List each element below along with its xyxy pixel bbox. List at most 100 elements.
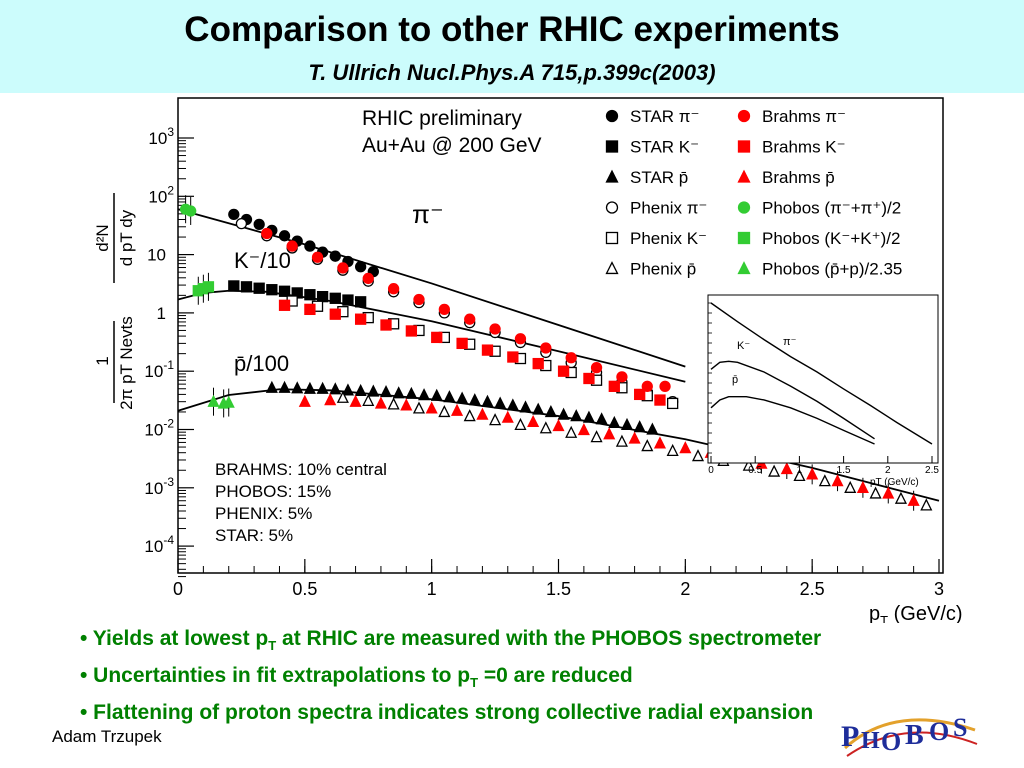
data-point — [507, 351, 519, 363]
data-point — [316, 290, 329, 303]
svg-text:S: S — [953, 713, 967, 742]
plot-annotation: Au+Au @ 200 GeV — [362, 134, 542, 157]
data-point — [412, 401, 426, 414]
data-point — [336, 390, 349, 403]
data-point — [235, 217, 248, 230]
data-point — [831, 474, 844, 487]
legend-label: STAR π⁻ — [630, 107, 700, 126]
x-axis-label: pT (GeV/c) — [869, 603, 963, 623]
data-point — [489, 323, 501, 335]
data-point — [456, 337, 468, 350]
inset-x-tick-label: 0 — [708, 465, 714, 476]
data-point — [666, 443, 679, 457]
data-point — [793, 468, 806, 482]
legend-label: Phobos (K⁻+K⁺)/2 — [762, 229, 900, 248]
legend-label: Phenix π⁻ — [630, 199, 707, 218]
data-point — [552, 419, 565, 432]
data-point — [329, 308, 341, 320]
data-point — [438, 303, 451, 316]
inset-label-pi: π⁻ — [783, 336, 797, 348]
data-point — [278, 230, 291, 242]
data-point — [278, 285, 291, 297]
data-point — [646, 422, 659, 435]
legend-marker — [605, 201, 619, 214]
data-point — [291, 381, 304, 394]
data-point — [527, 414, 540, 428]
data-point — [464, 313, 476, 325]
data-point — [608, 415, 621, 429]
inset-frame — [707, 294, 939, 464]
author-name: Adam Trzupek — [52, 727, 162, 746]
data-point — [667, 397, 679, 410]
data-point — [557, 365, 570, 377]
data-point — [653, 436, 667, 449]
inset-label-k: K⁻ — [737, 340, 750, 352]
data-point — [501, 410, 514, 423]
data-point — [514, 417, 527, 431]
curve-label-k: K⁻/10 — [234, 248, 291, 273]
legend-marker — [605, 261, 619, 275]
data-point — [304, 303, 316, 316]
data-point — [481, 344, 494, 356]
legend-marker — [605, 169, 619, 183]
data-point — [341, 383, 355, 396]
legend-label: Brahms p̄ — [762, 168, 835, 187]
data-point — [438, 404, 451, 418]
bullet-list: • Yields at lowest pT at RHIC are measur… — [80, 624, 821, 728]
data-point — [565, 425, 578, 438]
inset-x-tick-label: 1 — [797, 465, 803, 476]
data-point — [367, 384, 380, 397]
slide-subtitle: T. Ullrich Nucl.Phys.A 715,p.399c(2003) — [308, 60, 716, 85]
x-tick-label: 1.5 — [546, 579, 571, 599]
data-point — [570, 409, 583, 422]
inset-x-label: pT (GeV/c) — [870, 477, 919, 488]
legend-marker — [737, 201, 751, 214]
data-point — [615, 434, 628, 447]
data-point — [583, 372, 595, 385]
data-point — [641, 439, 654, 452]
centrality-note: STAR: 5% — [215, 526, 293, 545]
data-point — [329, 292, 341, 304]
data-point — [456, 391, 469, 404]
legend-marker — [605, 231, 619, 245]
inset-curve-p — [710, 395, 875, 445]
legend-label: STAR K⁻ — [630, 138, 699, 157]
y-tick-label: 10-4 — [144, 533, 174, 556]
legend-marker — [737, 261, 751, 275]
data-point — [387, 397, 400, 410]
legend-label: Phenix p̄ — [630, 260, 696, 279]
data-point — [691, 449, 705, 462]
bullet-text: • Flattening of proton spectra indicates… — [80, 701, 814, 725]
svg-text:B: B — [905, 720, 924, 751]
data-point — [278, 380, 291, 393]
data-point — [856, 480, 869, 493]
centrality-note: BRAHMS: 10% central — [215, 460, 387, 479]
data-point — [476, 407, 489, 420]
data-point — [207, 394, 220, 407]
svg-text:O: O — [881, 727, 901, 756]
svg-text:P: P — [841, 720, 859, 753]
curve-label-p: p̄/100 — [234, 351, 289, 376]
x-tick-label: 3 — [934, 579, 944, 599]
centrality-note: PHENIX: 5% — [215, 504, 312, 523]
data-point — [565, 352, 577, 364]
data-point — [590, 430, 603, 443]
data-point — [228, 280, 240, 292]
bullet-text: • Uncertainties in fit extrapolations to… — [80, 664, 471, 688]
data-point — [311, 251, 324, 263]
data-point — [387, 283, 400, 295]
data-point — [286, 240, 298, 252]
legend-label: Brahms K⁻ — [762, 138, 846, 157]
data-point — [544, 404, 557, 418]
y-tick-label: 102 — [148, 183, 174, 206]
x-tick-label: 1 — [427, 579, 437, 599]
data-point — [253, 282, 265, 294]
data-point — [342, 294, 354, 306]
data-point — [616, 371, 628, 383]
legend-label: Phobos (π⁻+π⁺)/2 — [762, 199, 901, 218]
data-point — [400, 398, 413, 411]
inset-chart: 0 0.5 1 1.5 2 2.5 pT (GeV/c) π⁻ K⁻ p̄ — [707, 294, 939, 488]
data-point — [362, 272, 374, 285]
data-point — [354, 296, 367, 308]
fit-curve-p — [177, 388, 940, 502]
